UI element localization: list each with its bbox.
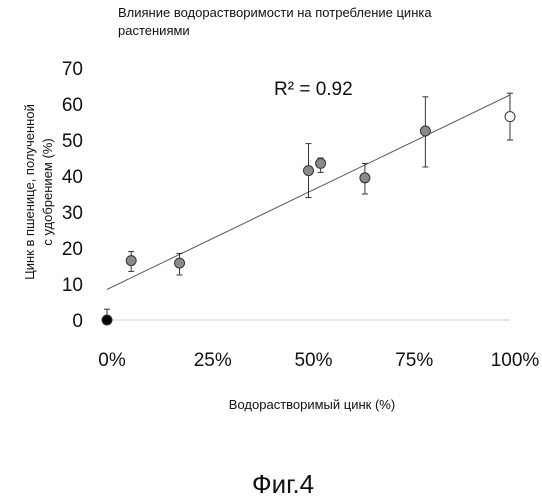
- chart-title-line-1: Влияние водорастворимости на потребление…: [118, 5, 432, 20]
- y-axis-label-line-1: Цинк в пшенице, полученной: [22, 104, 37, 280]
- x-axis-label: Водорастворимый цинк (%): [229, 397, 395, 412]
- y-tick-label: 50: [62, 131, 83, 152]
- data-point: [360, 173, 370, 183]
- y-tick-label: 40: [62, 167, 83, 188]
- y-tick-label: 30: [62, 203, 83, 224]
- data-point: [304, 166, 314, 176]
- x-tick-label: 50%: [294, 350, 332, 371]
- y-axis-label-line-2: с удобрением (%): [40, 138, 55, 245]
- y-tick-label: 20: [62, 239, 83, 260]
- y-tick-label: 70: [62, 59, 83, 80]
- y-tick-label: 10: [62, 275, 83, 296]
- data-point: [505, 112, 515, 122]
- chart-title-line-2: растениями: [118, 23, 190, 38]
- data-point: [420, 126, 430, 136]
- data-point: [126, 256, 136, 266]
- x-tick-labels: 0% 25% 50% 75% 100%: [98, 350, 539, 371]
- r-squared-annotation: R² = 0.92: [274, 79, 353, 100]
- data-point: [175, 258, 185, 268]
- error-bars: [104, 93, 513, 320]
- figure-caption: Фиг.4: [252, 469, 314, 499]
- y-tick-label: 60: [62, 95, 83, 116]
- data-point: [102, 315, 112, 325]
- y-tick-labels: 0 10 20 30 40 50 60 70: [62, 59, 83, 332]
- x-tick-label: 100%: [491, 350, 540, 371]
- x-tick-label: 25%: [194, 350, 232, 371]
- data-point: [316, 158, 326, 168]
- x-tick-label: 75%: [395, 350, 433, 371]
- x-tick-label: 0%: [98, 350, 126, 371]
- y-tick-label: 0: [72, 311, 83, 332]
